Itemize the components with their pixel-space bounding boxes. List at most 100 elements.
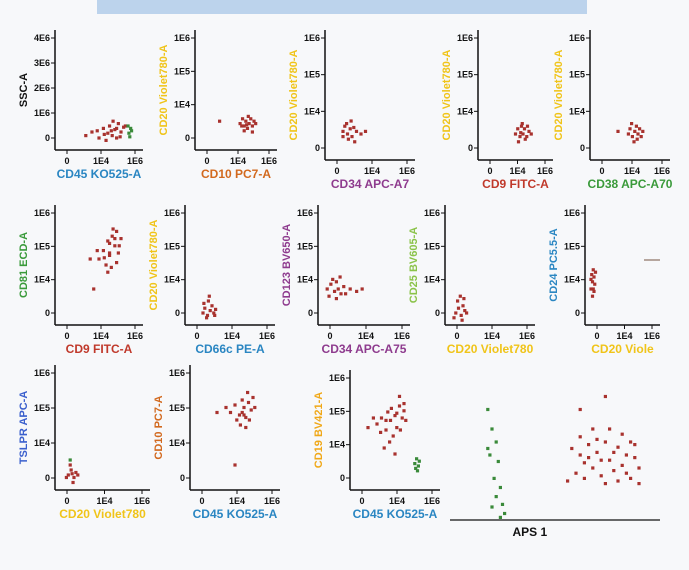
red-event-point [95, 129, 99, 133]
red-event-point [578, 453, 582, 457]
x-tick-label: 1E4 [484, 331, 500, 341]
red-event-point [348, 287, 352, 291]
red-event-point [574, 471, 578, 475]
red-event-point [520, 122, 524, 126]
red-event-point [461, 304, 465, 308]
x-tick-label: 1E6 [127, 331, 143, 341]
red-event-point [118, 135, 122, 139]
x-axis-label: CD9 FITC-A [482, 177, 549, 191]
y-tick-label: 0 [580, 143, 585, 153]
red-event-point [95, 249, 99, 253]
red-event-point [84, 134, 88, 138]
x-tick-label: 0 [199, 496, 204, 506]
x-tick-label: 1E4 [229, 496, 245, 506]
red-event-point [212, 311, 216, 315]
y-axis-label: SSC-A [18, 73, 30, 107]
red-event-point [620, 432, 624, 436]
red-event-point [123, 124, 127, 128]
y-tick-label: 1E6 [169, 368, 185, 378]
x-tick-label: 1E6 [394, 331, 410, 341]
y-tick-label: 1E5 [164, 241, 180, 251]
red-event-point [521, 132, 525, 136]
x-tick-label: 1E4 [93, 331, 109, 341]
scatter-plot-14: APS 1 [450, 394, 660, 539]
y-tick-label: 1E5 [34, 241, 50, 251]
red-event-point [397, 404, 402, 408]
y-tick-label: 1E6 [564, 208, 580, 218]
red-event-point [106, 270, 110, 274]
red-event-point [360, 287, 364, 291]
red-event-point [66, 473, 70, 477]
x-tick-label: 1E6 [644, 331, 660, 341]
x-tick-label: 1E4 [93, 156, 109, 166]
y-tick-label: 1E6 [297, 208, 313, 218]
red-event-point [459, 313, 463, 317]
y-tick-label: 2E6 [34, 83, 50, 93]
y-tick-label: 0 [45, 473, 50, 483]
green-event-point [500, 502, 505, 506]
red-event-point [395, 411, 399, 415]
red-event-point [452, 316, 456, 320]
red-event-point [616, 129, 620, 133]
red-event-point [578, 407, 582, 412]
red-event-point [628, 127, 632, 131]
red-event-point [591, 268, 595, 272]
red-event-point [247, 122, 251, 126]
green-event-point [417, 459, 421, 463]
y-tick-label: 0 [180, 473, 185, 483]
red-event-point [343, 124, 347, 128]
x-tick-label: 0 [64, 156, 69, 166]
red-event-point [344, 292, 348, 296]
y-tick-label: 1E5 [329, 406, 345, 416]
red-event-point [639, 135, 643, 139]
red-event-point [384, 418, 388, 422]
red-event-point [388, 440, 392, 444]
red-event-point [513, 132, 518, 136]
red-event-point [516, 140, 521, 144]
red-event-point [395, 426, 399, 430]
x-tick-label: 1E6 [537, 166, 553, 176]
y-tick-label: 1E6 [457, 33, 473, 43]
x-axis-label: CD20 Violet780 [59, 507, 146, 521]
y-axis-label: CD123 BV650-A [281, 224, 293, 307]
x-axis-label: CD34 APC-A7 [331, 177, 410, 191]
red-event-point [246, 114, 250, 118]
y-tick-label: 0 [468, 143, 473, 153]
y-tick-label: 1E4 [34, 275, 50, 285]
red-event-point [349, 119, 353, 123]
red-event-point [233, 403, 237, 407]
x-tick-label: 0 [359, 496, 364, 506]
red-event-point [633, 129, 637, 133]
red-event-point [345, 122, 349, 126]
red-event-point [101, 249, 105, 253]
y-axis-label: CD20 Violet780-A [148, 219, 160, 310]
y-tick-label: 1E4 [564, 275, 580, 285]
x-tick-label: 1E6 [654, 166, 670, 176]
y-tick-label: 1E4 [569, 106, 585, 116]
red-event-point [117, 244, 121, 248]
green-event-point [496, 459, 500, 464]
y-tick-label: 0 [435, 308, 440, 318]
red-event-point [240, 410, 244, 415]
red-event-point [245, 126, 250, 130]
y-tick-label: 1E6 [34, 208, 50, 218]
red-event-point [638, 127, 642, 131]
red-event-point [463, 309, 467, 313]
y-tick-label: 1E5 [457, 70, 473, 80]
red-event-point [386, 410, 390, 414]
y-tick-label: 1E5 [569, 70, 585, 80]
red-event-point [69, 468, 73, 472]
red-event-point [109, 129, 113, 133]
y-tick-label: 0 [308, 308, 313, 318]
red-event-point [389, 406, 393, 410]
y-tick-label: 0 [45, 308, 50, 318]
y-axis-label: CD10 PC7-A [153, 395, 165, 459]
red-event-point [402, 409, 406, 413]
red-event-point [404, 418, 408, 422]
red-event-point [104, 263, 108, 267]
